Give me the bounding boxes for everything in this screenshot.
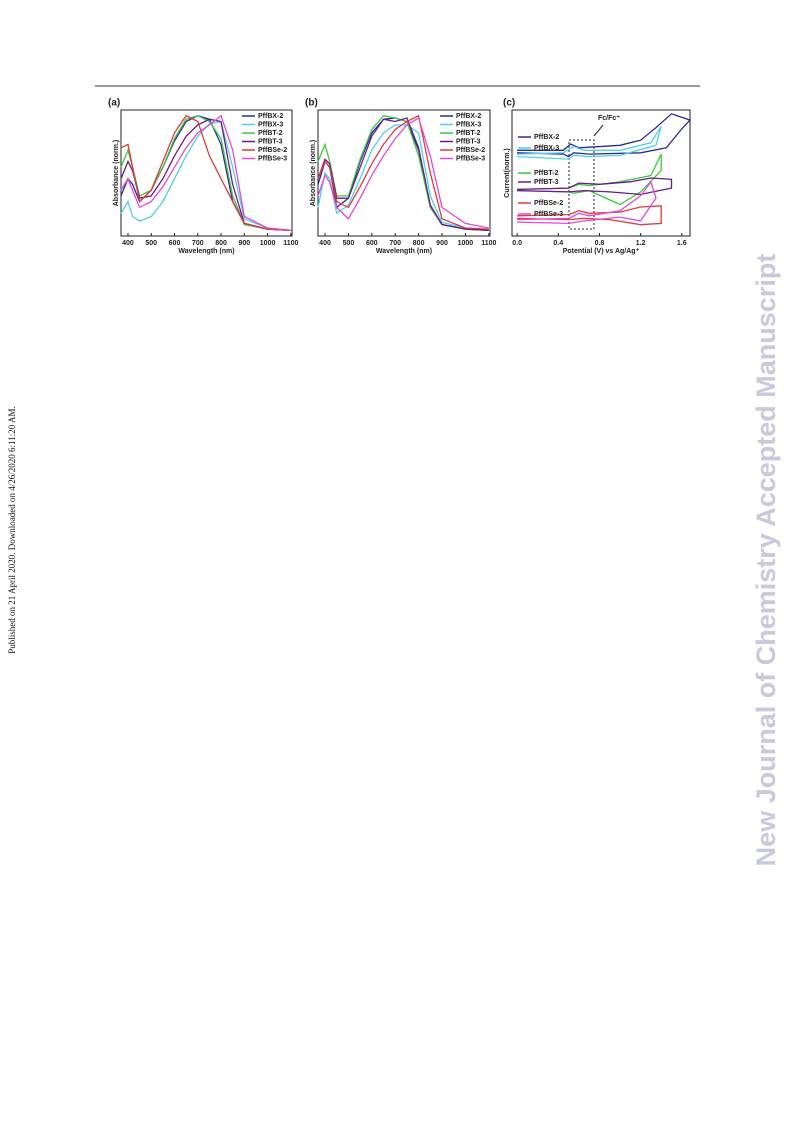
legend-label: PffBX-2 — [456, 113, 481, 120]
legend-label: PffBT-3 — [258, 138, 283, 145]
series-line — [517, 153, 662, 206]
x-tick-label: 1000 — [458, 240, 474, 247]
legend-label: PffBT-3 — [456, 138, 481, 145]
annotation: Fc/Fc⁺ — [598, 115, 620, 122]
legend-label: PffBX-3 — [534, 145, 559, 152]
x-tick-label: 1000 — [260, 240, 276, 247]
series-line — [517, 205, 662, 226]
x-tick-label: 0.8 — [595, 240, 605, 247]
x-tick-label: 0.0 — [512, 240, 522, 247]
x-tick-label: 400 — [319, 240, 331, 247]
x-tick-label: 1100 — [283, 240, 298, 247]
y-axis-label: Absorbance (norm.) — [113, 140, 120, 207]
series-line — [317, 117, 489, 231]
series-line — [517, 126, 662, 160]
series-line — [120, 114, 291, 231]
x-tick-label: 600 — [169, 240, 181, 247]
series-line — [517, 177, 673, 196]
x-tick-label: 500 — [343, 240, 355, 247]
x-tick-label: 1.2 — [636, 240, 646, 247]
y-axis-label: Absorbance (norm.) — [310, 140, 317, 207]
legend-label: PffBT-3 — [534, 179, 559, 186]
series-line — [120, 120, 291, 231]
series-line — [517, 113, 692, 158]
legend-label: PffBX-3 — [456, 121, 481, 128]
y-axis-label: Current(norm.) — [504, 148, 511, 197]
x-tick-label: 1100 — [481, 240, 496, 247]
x-tick-label: 700 — [192, 240, 204, 247]
legend-label: PffBT-2 — [534, 170, 559, 177]
x-axis-label: Potential (V) vs Ag/Ag⁺ — [563, 248, 640, 255]
panel-label: (b) — [305, 98, 318, 109]
legend-label: PffBT-2 — [456, 130, 481, 137]
legend-label: PffBSe-2 — [534, 200, 563, 207]
plot-frame — [120, 109, 293, 237]
panel-label: (c) — [503, 98, 515, 109]
x-tick-label: 800 — [413, 240, 425, 247]
x-tick-label: 800 — [215, 240, 227, 247]
series-line — [517, 180, 657, 225]
x-axis-label: Wavelength (nm) — [376, 248, 432, 255]
x-tick-label: 700 — [389, 240, 401, 247]
series-line — [317, 114, 489, 230]
plot-frame — [511, 109, 691, 237]
watermark: New Journal of Chemistry Accepted Manusc… — [751, 254, 781, 867]
x-tick-label: 1.6 — [677, 240, 687, 247]
annotation-arrow — [593, 124, 604, 137]
plot-frame — [317, 109, 491, 237]
legend-label: PffBSe-2 — [456, 147, 485, 154]
legend-label: PffBT-2 — [258, 130, 283, 137]
x-tick-label: 500 — [145, 240, 157, 247]
legend-label: PffBX-3 — [258, 121, 283, 128]
x-tick-label: 600 — [366, 240, 378, 247]
x-tick-label: 400 — [122, 240, 134, 247]
x-tick-label: 900 — [238, 240, 250, 247]
side-note: Published on 21 April 2020. Downloaded o… — [7, 406, 17, 653]
x-tick-label: 0.4 — [553, 240, 563, 247]
legend-label: PffBSe-2 — [258, 147, 287, 154]
x-axis-label: Wavelength (nm) — [178, 248, 234, 255]
panel-label: (a) — [108, 98, 120, 109]
series-line — [317, 117, 489, 229]
series-line — [120, 114, 291, 231]
x-tick-label: 900 — [436, 240, 448, 247]
legend-label: PffBSe-3 — [534, 211, 563, 218]
legend-label: PffBX-2 — [534, 134, 559, 141]
legend-label: PffBSe-3 — [258, 155, 287, 162]
legend-label: PffBX-2 — [258, 113, 283, 120]
legend-label: PffBSe-3 — [456, 155, 485, 162]
